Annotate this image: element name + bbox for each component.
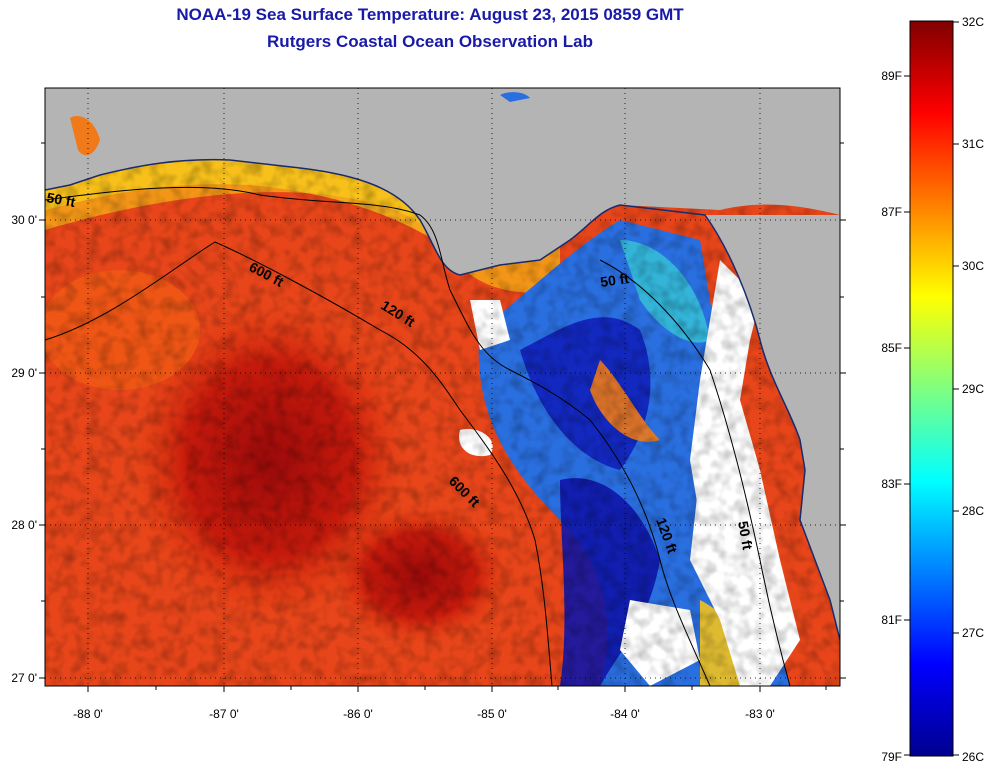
contour-label-50ft-bigbend: 50 ft: [599, 270, 630, 290]
map-title: NOAA-19 Sea Surface Temperature: August …: [176, 5, 684, 24]
colorbar-c-31: 31C: [962, 137, 984, 151]
contour-label-50ft-west: 50 ft: [45, 189, 76, 210]
lat-label-29: 29 0': [11, 366, 37, 380]
lon-label-85: -85 0': [477, 707, 507, 721]
colorbar-f-79: 79F: [881, 750, 902, 764]
contour-label-50ft-south: 50 ft: [735, 520, 756, 551]
colorbar-f-81: 81F: [881, 613, 902, 627]
lat-label-30: 30 0': [11, 213, 37, 227]
colorbar-c-29: 29C: [962, 382, 984, 396]
colorbar-c-26: 26C: [962, 750, 984, 764]
map-subtitle: Rutgers Coastal Ocean Observation Lab: [267, 32, 593, 51]
lon-label-88: -88 0': [73, 707, 103, 721]
lat-label-28: 28 0': [11, 518, 37, 532]
colorbar-c-32: 32C: [962, 15, 984, 29]
colorbar-c-28: 28C: [962, 504, 984, 518]
colorbar-f-89: 89F: [881, 69, 902, 83]
colorbar-c-27: 27C: [962, 626, 984, 640]
lon-label-83: -83 0': [745, 707, 775, 721]
colorbar-gradient: [909, 20, 954, 757]
colorbar: 32C 31C 30C 29C 28C 27C 26C 89F 87F 85F …: [881, 15, 984, 764]
colorbar-f-83: 83F: [881, 477, 902, 491]
sst-map: [45, 88, 840, 686]
colorbar-c-30: 30C: [962, 259, 984, 273]
colorbar-f-87: 87F: [881, 205, 902, 219]
lon-label-87: -87 0': [209, 707, 239, 721]
colorbar-f-85: 85F: [881, 341, 902, 355]
lon-label-86: -86 0': [343, 707, 373, 721]
lat-label-27: 27 0': [11, 671, 37, 685]
lon-label-84: -84 0': [610, 707, 640, 721]
